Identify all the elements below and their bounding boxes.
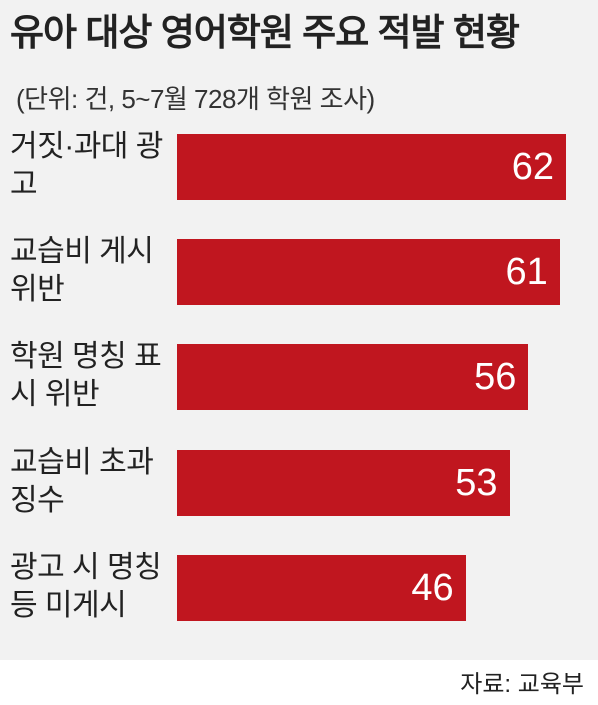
chart-title: 유아 대상 영어학원 주요 적발 현황 [10,12,520,53]
category-label: 광고 시 명칭 등 미게시 [10,550,162,622]
category-label: 학원 명칭 표시 위반 [10,340,162,412]
bar [177,449,510,516]
category-label: 교습비 초과 징수 [10,445,154,517]
header: 유아 대상 영어학원 주요 적발 현황 (단위: 건, 5~7월 728개 학원 … [10,4,550,133]
value-label: 62 [511,146,554,188]
chart-subtitle: (단위: 건, 5~7월 728개 학원 조사) [16,84,375,114]
value-label: 46 [411,566,454,609]
source: 자료: 교육부 [460,671,584,698]
bar [177,239,560,306]
chart-panel: 유아 대상 영어학원 주요 적발 현황 (단위: 건, 5~7월 728개 학원 … [0,0,598,660]
value-label: 56 [474,356,517,399]
category-label: 교습비 게시 위반 [10,235,154,307]
category-label: 거짓·과대 광고 [10,130,163,201]
bar [177,554,466,621]
bar [177,344,529,411]
value-label: 61 [505,251,548,294]
value-label: 53 [455,461,498,504]
bar [177,134,566,200]
